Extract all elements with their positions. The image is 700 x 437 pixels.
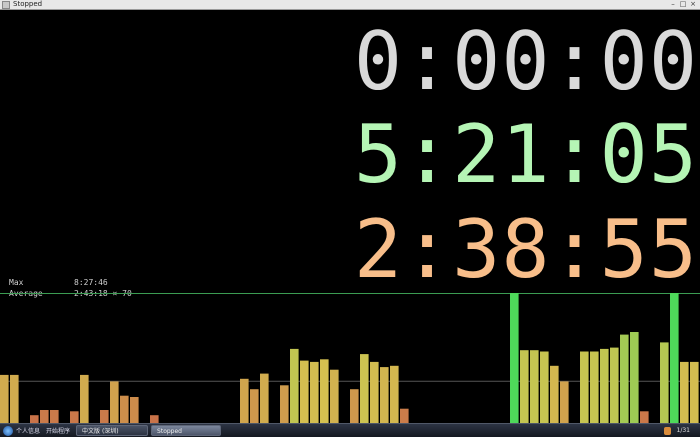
graph-bar (510, 293, 519, 423)
app-icon (2, 0, 10, 9)
graph-bar (120, 395, 129, 423)
window-controls: – □ × (669, 1, 700, 8)
graph-bar (360, 354, 369, 423)
elapsed-timer: 2:38:55 (353, 203, 698, 296)
graph-bar (640, 411, 649, 423)
minimize-icon[interactable]: – (671, 0, 675, 8)
current-timer: 0:00:00 (353, 15, 698, 108)
graph-bar (550, 365, 559, 423)
graph-bar (390, 365, 399, 423)
graph-bars (0, 293, 699, 423)
maximize-icon[interactable]: □ (679, 0, 687, 8)
graph-bar (260, 373, 269, 423)
tray-user-icon[interactable] (663, 426, 671, 435)
graph-bar (540, 351, 549, 423)
graph-bar (580, 351, 589, 423)
window-title: Stopped (13, 0, 43, 8)
graph-bar (560, 381, 569, 423)
stats-row-max: Max 8:27:46 (9, 277, 132, 288)
graph-bar (630, 332, 639, 423)
graph-bar (10, 374, 19, 423)
graph-bar (280, 385, 289, 423)
close-icon[interactable]: × (690, 0, 696, 8)
graph-bar (670, 293, 679, 423)
graph-bar (290, 348, 299, 423)
graph-bar (0, 374, 9, 423)
max-value: 8:27:46 (74, 278, 108, 287)
taskbar: 个人信息 开始程序 中文版 (深圳) Stopped 1/31 (0, 423, 700, 437)
title-bar: Stopped – □ × (0, 0, 700, 10)
graph-bar (240, 378, 249, 423)
graph-bar (530, 350, 539, 423)
graph-bar (80, 374, 89, 423)
graph-bar (320, 359, 329, 423)
system-tray: 1/31 (663, 426, 700, 435)
graph-bar (300, 360, 309, 423)
graph-bar (70, 411, 79, 423)
taskbar-button-stopped[interactable]: Stopped (151, 425, 222, 436)
graph-bar (400, 408, 409, 423)
graph-bar (130, 397, 139, 423)
quick-launch-1[interactable]: 个人信息 (16, 428, 41, 435)
graph-bar (380, 367, 389, 423)
best-timer: 5:21:05 (353, 108, 698, 201)
graph-bar (350, 389, 359, 423)
graph-bar (310, 361, 319, 423)
tray-clock: 1/31 (676, 427, 690, 434)
graph-bar (150, 415, 159, 423)
graph-bar (590, 351, 599, 423)
graph-bar (520, 350, 529, 423)
graph-bar (50, 410, 59, 423)
graph-bar (30, 415, 39, 423)
max-label: Max (9, 278, 24, 287)
graph-bar (330, 369, 339, 423)
graph-bar (660, 342, 669, 423)
graph-bar (40, 410, 49, 423)
graph-bar (690, 361, 699, 423)
graph-bar (110, 381, 119, 423)
graph-bar (610, 347, 619, 423)
graph-bar (600, 348, 609, 423)
taskbar-button-app[interactable]: 中文版 (深圳) (76, 425, 149, 436)
graph-bar (370, 361, 379, 423)
graph-bar (100, 410, 109, 423)
graph-bar (620, 334, 629, 423)
quick-launch-2[interactable]: 开始程序 (46, 428, 71, 435)
start-button[interactable] (3, 425, 13, 436)
graph-bar (250, 389, 259, 423)
graph-bar (680, 361, 689, 423)
